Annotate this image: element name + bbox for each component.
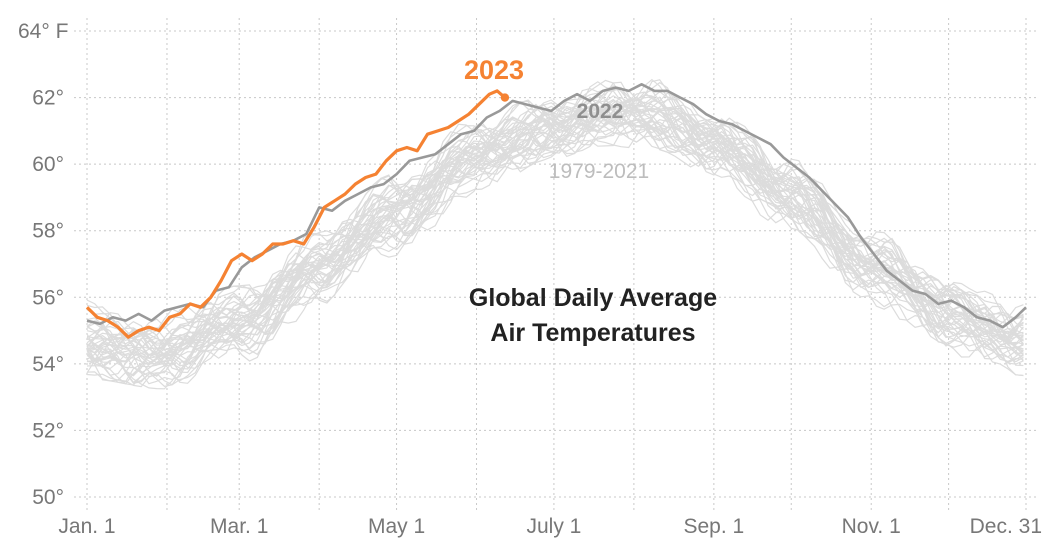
historical-year-line: [86, 115, 1024, 382]
historical-year-line: [86, 118, 1024, 383]
y-tick-label: 62°: [32, 87, 64, 110]
historical-year-line: [86, 109, 1024, 385]
x-tick-label: Sep. 1: [684, 515, 745, 538]
historical-year-line: [86, 109, 1024, 388]
x-tick-label: Mar. 1: [210, 515, 268, 538]
x-tick-label: July 1: [526, 515, 581, 538]
historical-year-line: [86, 110, 1024, 383]
y-tick-label: 64° F: [18, 20, 68, 43]
line-2022: [86, 83, 1027, 329]
historical-year-line: [86, 119, 1024, 390]
historical-year-line: [86, 92, 1024, 341]
chart-title-line-2: Air Temperatures: [490, 319, 695, 347]
x-tick-label: Nov. 1: [842, 515, 901, 538]
series-1979-2021: [86, 78, 1024, 390]
chart-title-line-1: Global Daily Average: [469, 284, 717, 312]
y-tick-label: 58°: [32, 220, 64, 243]
historical-year-line: [86, 81, 1024, 349]
x-tick-label: Jan. 1: [58, 515, 115, 538]
x-tick-label: May 1: [368, 515, 425, 538]
series-2022: [86, 83, 1027, 329]
x-tick-label: Dec. 31: [970, 515, 1042, 538]
label-1979-2021: 1979-2021: [549, 160, 649, 183]
historical-year-line: [86, 99, 1024, 363]
y-tick-label: 50°: [32, 486, 64, 509]
y-axis-ticks: 64° F 62° 60° 58° 56° 54° 52° 50°: [18, 20, 68, 509]
y-tick-label: 56°: [32, 286, 64, 309]
line-2023: [85, 89, 506, 339]
label-2023: 2023: [464, 55, 524, 85]
y-tick-label: 54°: [32, 353, 64, 376]
historical-year-line: [86, 100, 1024, 377]
historical-year-line: [87, 105, 1024, 377]
series-2023: [85, 89, 510, 339]
line-2023-end-marker: [500, 93, 510, 102]
y-tick-label: 52°: [32, 419, 64, 442]
x-axis-ticks: Jan. 1 Mar. 1 May 1 July 1 Sep. 1 Nov. 1 Dec. …: [58, 515, 1042, 538]
historical-year-line: [86, 78, 1024, 346]
historical-year-line: [86, 113, 1024, 385]
y-tick-label: 60°: [32, 153, 64, 176]
label-2022: 2022: [577, 100, 624, 123]
